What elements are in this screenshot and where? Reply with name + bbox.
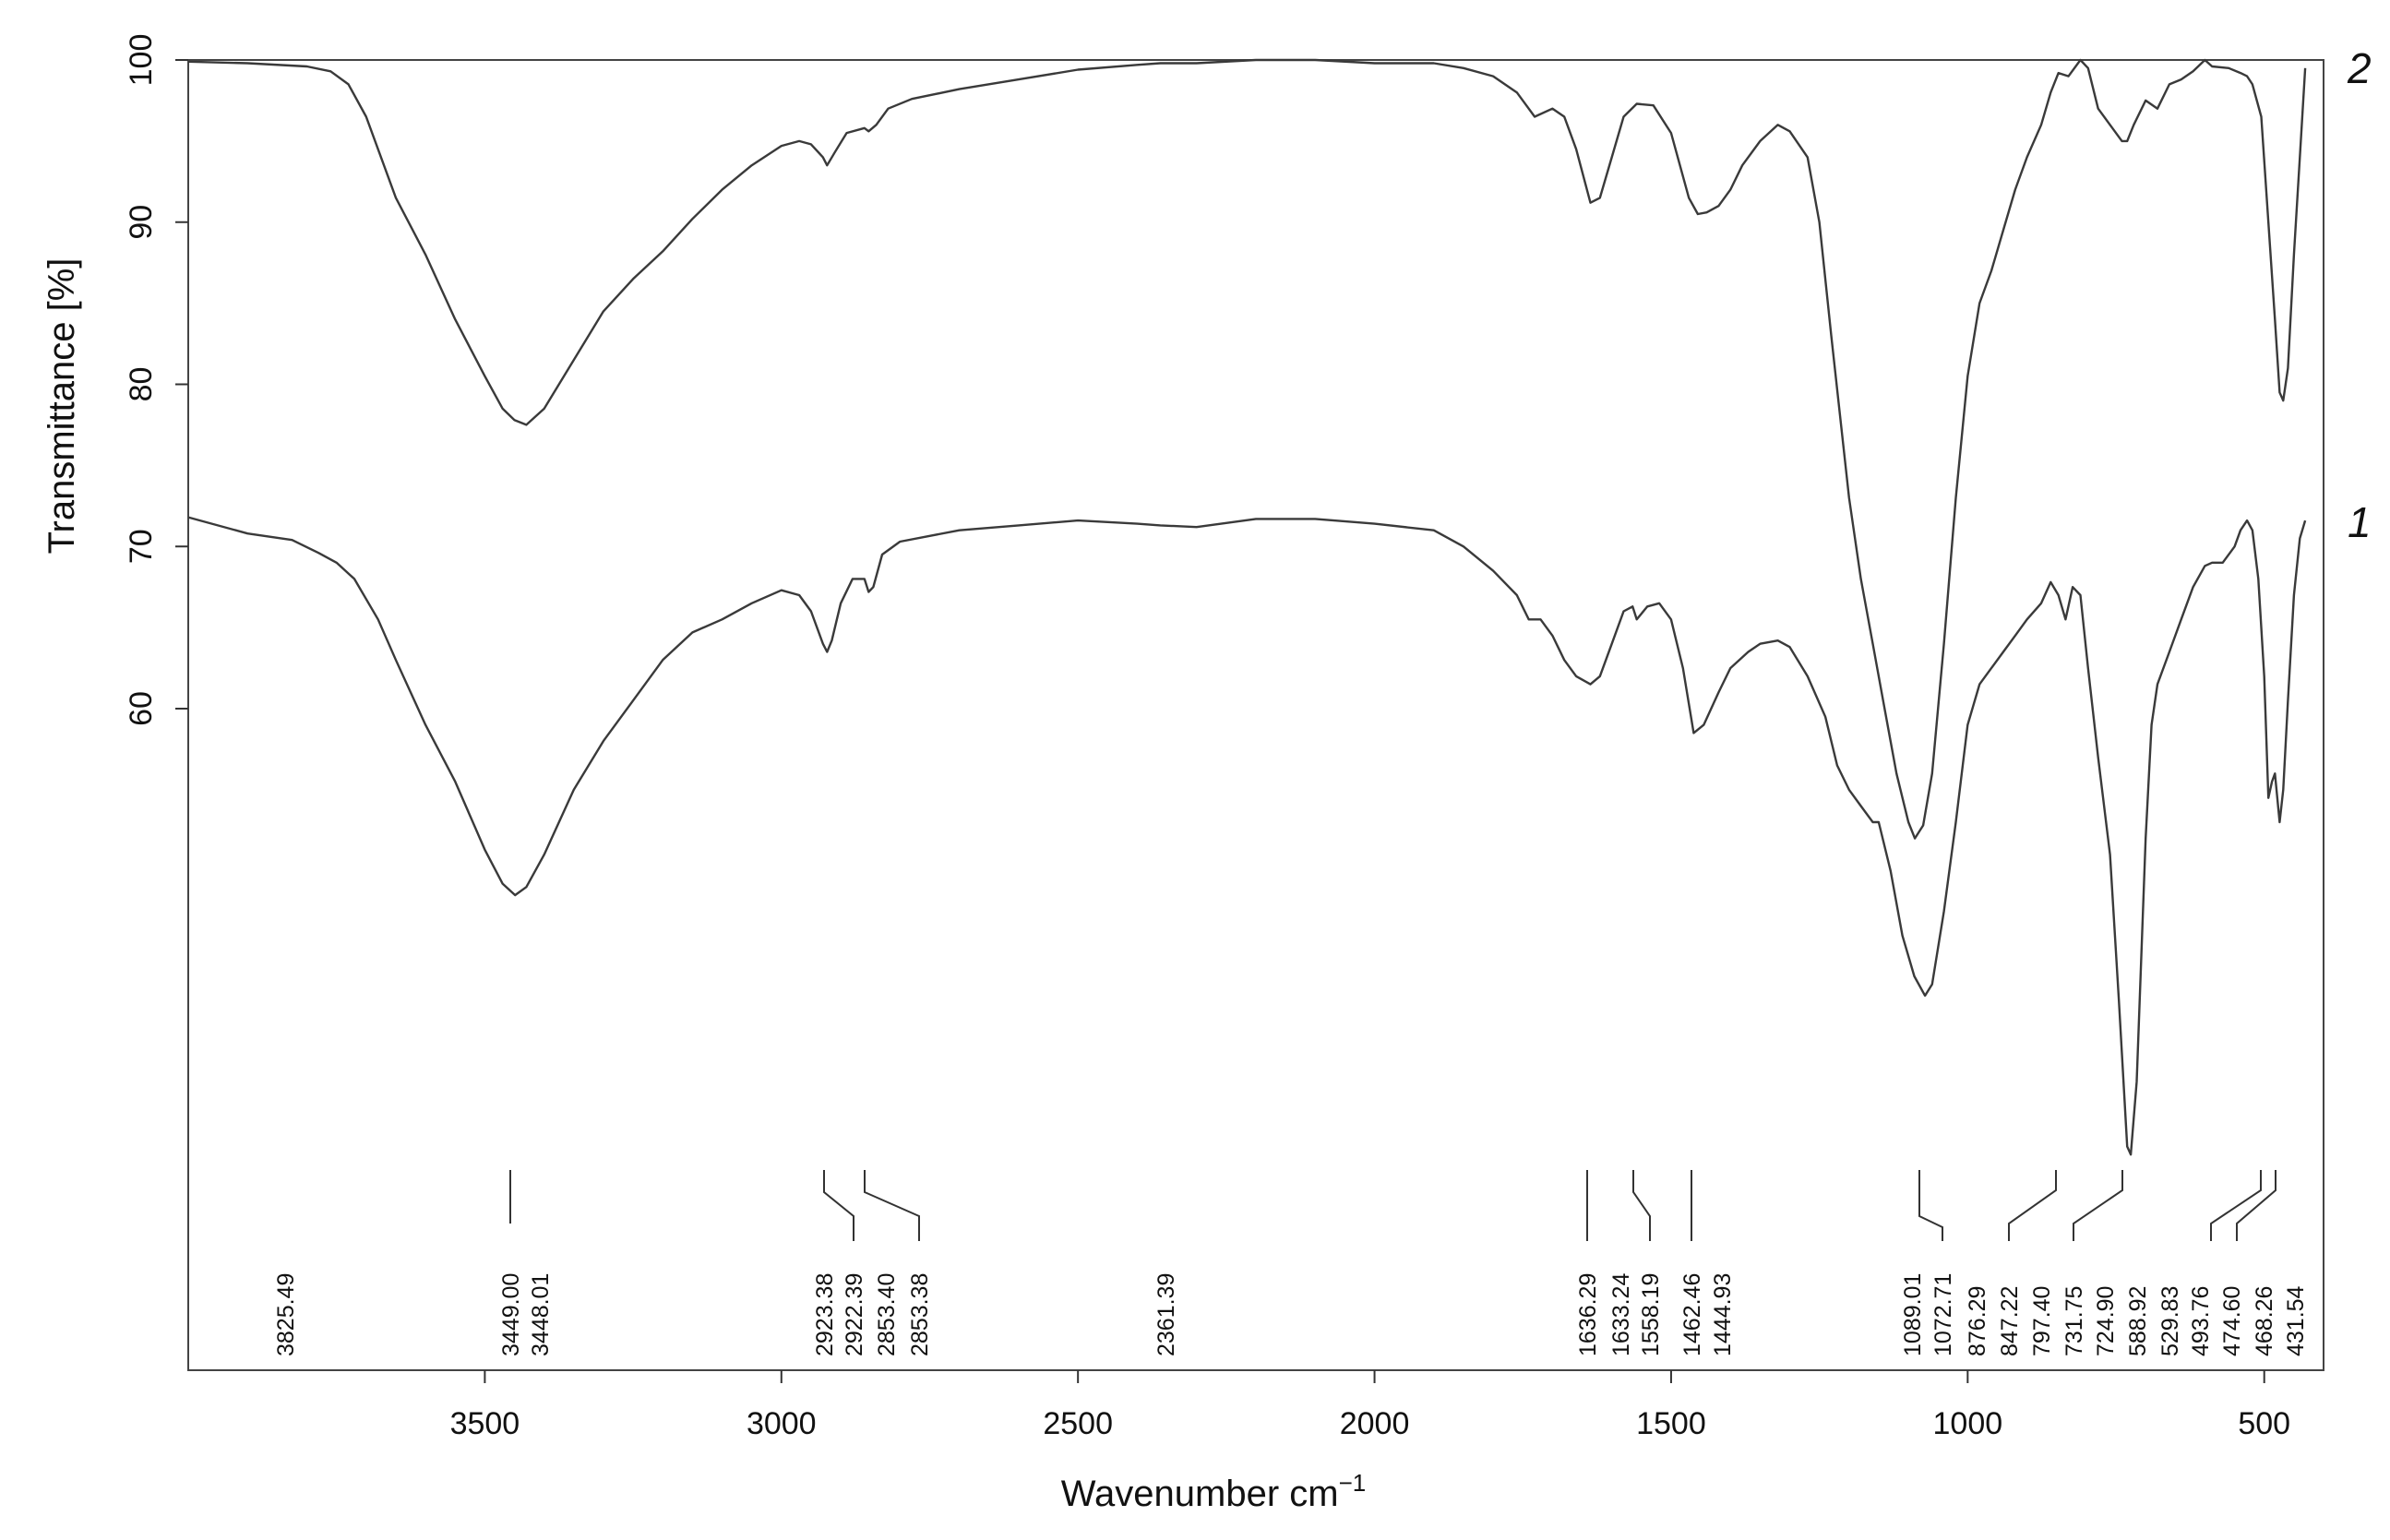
x-tick-label: 3500 xyxy=(450,1406,520,1441)
peak-leader-line xyxy=(2210,1170,2262,1241)
y-axis-title: Transmittance [%] xyxy=(42,258,82,555)
y-axis: 100 90 80 70 60 xyxy=(124,34,188,726)
series-curve-1 xyxy=(187,516,2307,1156)
peak-label: 3825.49 xyxy=(273,1273,299,1356)
peak-label: 847.22 xyxy=(1997,1286,2023,1356)
x-tick-label: 3000 xyxy=(747,1406,817,1441)
peak-label: 529.83 xyxy=(2157,1286,2183,1356)
peak-label: 724.90 xyxy=(2093,1286,2119,1356)
plot-frame xyxy=(187,59,2324,1371)
peak-leader-line xyxy=(864,1170,920,1241)
series-tag-1: 1 xyxy=(2348,498,2372,546)
peak-label: 2853.38 xyxy=(907,1273,933,1356)
peak-label: 1444.93 xyxy=(1710,1273,1736,1356)
x-tick-label: 1000 xyxy=(1933,1406,2003,1441)
peak-label: 1462.46 xyxy=(1679,1273,1705,1356)
y-tick-label: 60 xyxy=(124,691,159,726)
spectrum-curves: 21 xyxy=(187,44,2372,1156)
peak-annotations: 3825.49 3449.00 3448.01 2923.38 2922.39 2853.… xyxy=(273,1170,2309,1356)
x-tick-label: 2000 xyxy=(1340,1406,1410,1441)
series-tag-2: 2 xyxy=(2347,44,2372,92)
peak-label: 588.92 xyxy=(2125,1286,2151,1356)
x-axis-title-main: Wavenumber cm xyxy=(1061,1474,1339,1514)
peak-label: 1636.29 xyxy=(1575,1273,1601,1356)
y-tick-label: 80 xyxy=(124,367,159,402)
x-tick-label: 1500 xyxy=(1636,1406,1706,1441)
peak-leader-line xyxy=(823,1170,854,1241)
x-axis: 3500 3000 2500 2000 1500 1000 500 xyxy=(450,1370,2290,1441)
peak-leader-line xyxy=(2008,1170,2057,1241)
peak-label: 3448.01 xyxy=(528,1273,554,1356)
peak-label: 431.54 xyxy=(2283,1285,2309,1356)
peak-label: 2923.38 xyxy=(812,1273,838,1356)
peak-label: 468.26 xyxy=(2252,1286,2277,1356)
peak-label: 876.29 xyxy=(1965,1286,1990,1356)
peak-label: 2853.40 xyxy=(874,1273,900,1356)
peak-leader-line xyxy=(2073,1170,2123,1241)
peak-label: 1633.24 xyxy=(1608,1273,1634,1356)
peak-label: 474.60 xyxy=(2219,1286,2245,1356)
peak-label: 2922.39 xyxy=(842,1273,867,1356)
y-tick-label: 90 xyxy=(124,205,159,240)
y-tick-label: 70 xyxy=(124,529,159,564)
series-curve-2 xyxy=(187,58,2307,840)
peak-label: 731.75 xyxy=(2061,1286,2087,1356)
x-axis-title: Wavenumber cm−1 xyxy=(1061,1469,1366,1514)
peak-leader-line xyxy=(1918,1170,1943,1241)
peak-label: 493.76 xyxy=(2188,1286,2214,1356)
x-axis-title-unit-exponent: −1 xyxy=(1339,1469,1367,1497)
peak-label: 1089.01 xyxy=(1900,1273,1926,1356)
peak-label: 1558.19 xyxy=(1638,1273,1664,1356)
peak-leader-line xyxy=(2236,1170,2276,1241)
x-tick-label: 2500 xyxy=(1043,1406,1113,1441)
peak-label: 797.40 xyxy=(2029,1286,2055,1356)
peak-leader-line xyxy=(1632,1170,1651,1241)
peak-label: 3449.00 xyxy=(498,1273,524,1356)
x-tick-label: 500 xyxy=(2238,1406,2290,1441)
peak-label: 2361.39 xyxy=(1153,1273,1179,1356)
y-tick-label: 100 xyxy=(124,34,159,87)
peak-label: 1072.71 xyxy=(1930,1273,1956,1356)
